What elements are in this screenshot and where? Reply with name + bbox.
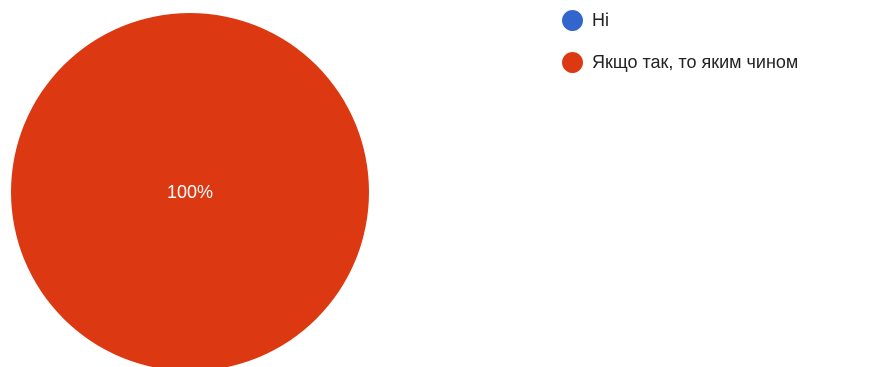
legend-label-1: Якщо так, то яким чином <box>592 52 799 72</box>
legend-swatch-1 <box>562 51 583 73</box>
legend-item-0[interactable]: Ні <box>562 8 798 32</box>
legend-label-0: Ні <box>592 10 609 30</box>
legend-item-1[interactable]: Якщо так, то яким чином <box>562 50 798 74</box>
legend: Ні Якщо так, то яким чином <box>562 8 798 92</box>
legend-swatch-0 <box>562 9 583 31</box>
pie-slice-label-1: 100% <box>167 182 213 202</box>
pie-slice-1[interactable] <box>11 13 369 367</box>
